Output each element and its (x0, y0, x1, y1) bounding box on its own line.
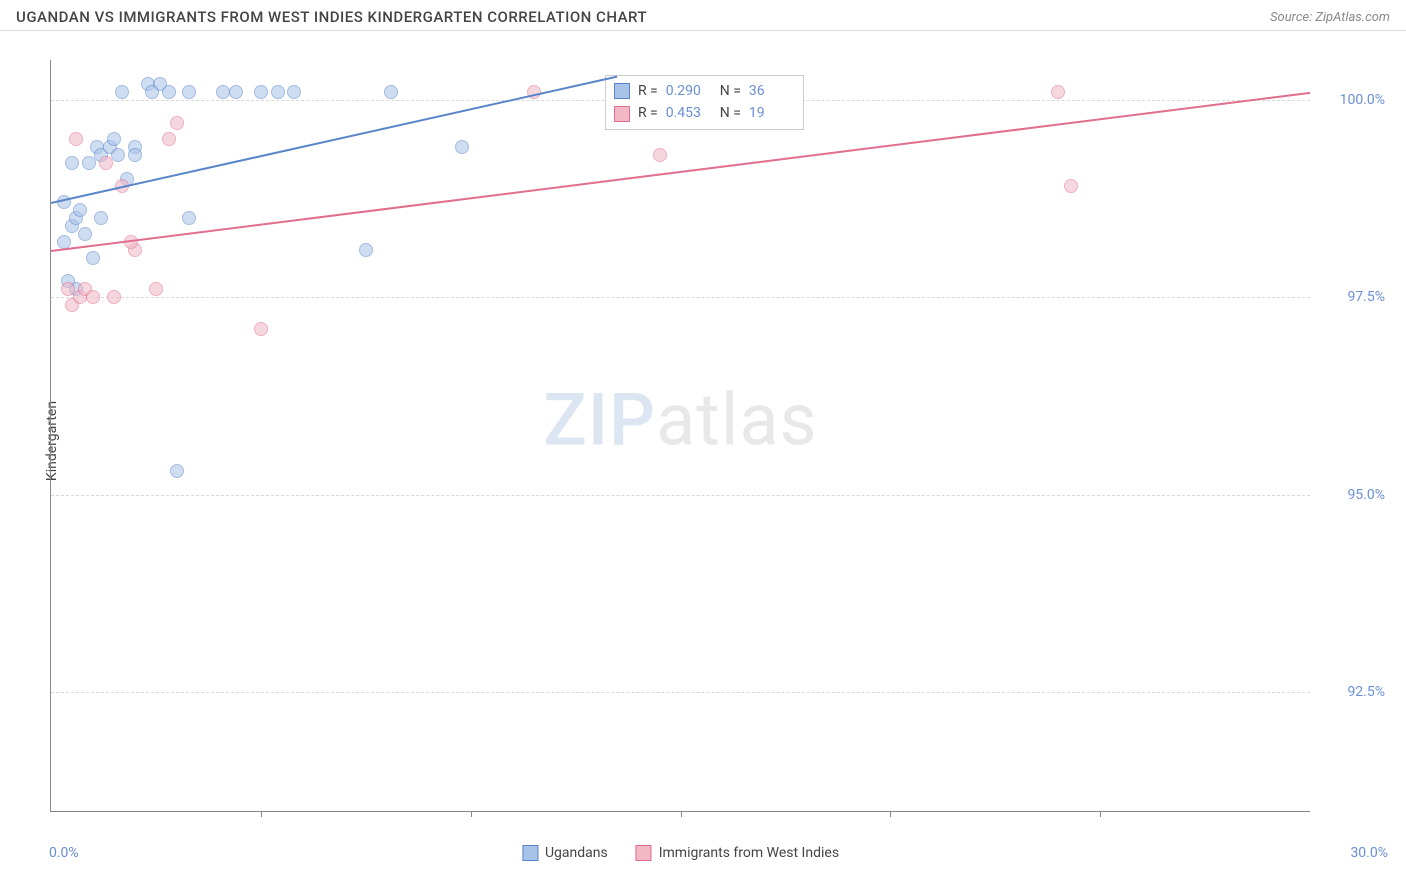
chart-title: UGANDAN VS IMMIGRANTS FROM WEST INDIES K… (16, 8, 647, 26)
scatter-point (162, 85, 176, 99)
scatter-point (359, 243, 373, 257)
y-tick-label: 95.0% (1320, 487, 1385, 503)
scatter-point (182, 85, 196, 99)
scatter-point (271, 85, 285, 99)
scatter-point (86, 251, 100, 265)
watermark: ZIPatlas (543, 378, 817, 463)
scatter-point (115, 85, 129, 99)
gridline (51, 692, 1310, 693)
stat-n-label: N = (720, 80, 741, 102)
scatter-point (1064, 179, 1078, 193)
scatter-point (82, 156, 96, 170)
stats-row: R = 0.453 N = 19 (614, 102, 795, 124)
scatter-point (254, 85, 268, 99)
scatter-point (455, 140, 469, 154)
y-tick-label: 97.5% (1320, 289, 1385, 305)
scatter-point (86, 290, 100, 304)
scatter-point (128, 148, 142, 162)
source-label: Source: ZipAtlas.com (1270, 10, 1390, 25)
chart-header: UGANDAN VS IMMIGRANTS FROM WEST INDIES K… (0, 0, 1406, 31)
scatter-point (107, 132, 121, 146)
x-tick (890, 811, 891, 817)
stat-r-label: R = (638, 102, 658, 124)
gridline (51, 495, 1310, 496)
chart-wrapper: Kindergarten ZIPatlas 92.5%95.0%97.5%100… (50, 40, 1390, 842)
stat-n-value: 19 (749, 102, 795, 124)
stat-n-label: N = (720, 102, 741, 124)
scatter-point (653, 148, 667, 162)
scatter-point (170, 464, 184, 478)
legend-swatch (614, 106, 630, 122)
stats-box: R = 0.290 N = 36 R = 0.453 N = 19 (605, 75, 804, 130)
scatter-point (384, 85, 398, 99)
legend-swatch (614, 83, 630, 99)
scatter-point (229, 85, 243, 99)
scatter-point (94, 211, 108, 225)
legend-item: Immigrants from West Indies (636, 845, 839, 861)
legend-label: Ugandans (545, 845, 608, 861)
scatter-point (145, 85, 159, 99)
scatter-point (65, 156, 79, 170)
stat-n-value: 36 (749, 80, 795, 102)
x-tick-label: 30.0% (1350, 845, 1388, 861)
scatter-point (170, 116, 184, 130)
x-tick (261, 811, 262, 817)
scatter-point (182, 211, 196, 225)
legend-item: Ugandans (522, 845, 608, 861)
scatter-point (99, 156, 113, 170)
scatter-point (149, 282, 163, 296)
scatter-point (73, 203, 87, 217)
plot-area: ZIPatlas 92.5%95.0%97.5%100.0%0.0%30.0%R… (50, 60, 1310, 812)
stats-row: R = 0.290 N = 36 (614, 80, 795, 102)
x-tick (471, 811, 472, 817)
scatter-point (69, 132, 83, 146)
y-tick-label: 92.5% (1320, 684, 1385, 700)
stat-r-value: 0.290 (666, 80, 712, 102)
legend-label: Immigrants from West Indies (659, 845, 839, 861)
scatter-point (162, 132, 176, 146)
stat-r-label: R = (638, 80, 658, 102)
scatter-point (111, 148, 125, 162)
x-tick-label: 0.0% (49, 845, 79, 861)
legend-swatch (636, 845, 652, 861)
scatter-point (107, 290, 121, 304)
legend: Ugandans Immigrants from West Indies (522, 845, 839, 861)
scatter-point (1051, 85, 1065, 99)
legend-swatch (522, 845, 538, 861)
scatter-point (78, 227, 92, 241)
stat-r-value: 0.453 (666, 102, 712, 124)
x-tick (1100, 811, 1101, 817)
gridline (51, 297, 1310, 298)
x-tick (681, 811, 682, 817)
scatter-point (287, 85, 301, 99)
y-tick-label: 100.0% (1320, 92, 1385, 108)
scatter-point (254, 322, 268, 336)
